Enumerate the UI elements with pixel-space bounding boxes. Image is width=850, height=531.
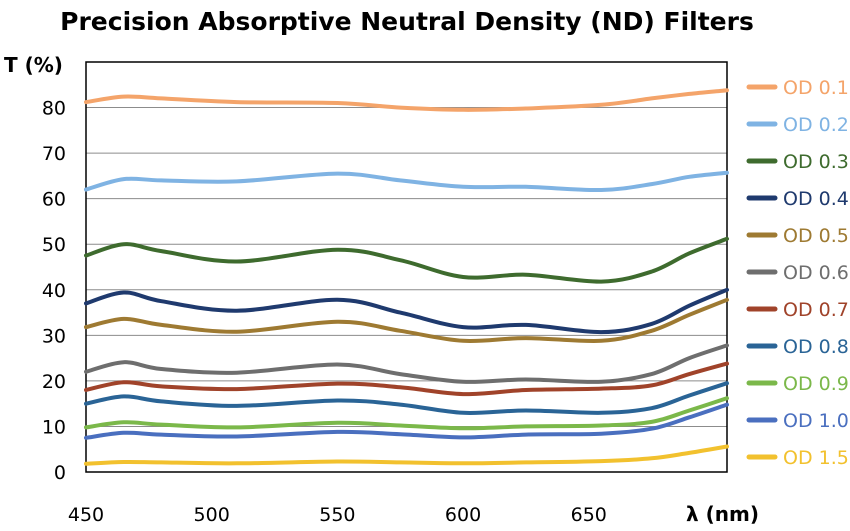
legend: OD 0.1 OD 0.2 OD 0.3 OD 0.4 OD 0.5 OD 0.6 OD 0… [746,77,849,469]
y-tick-label: 60 [42,189,66,211]
y-tick-label: 0 [54,462,66,484]
legend-label-od-0-2: OD 0.2 [783,114,849,136]
y-tick-label: 50 [42,234,66,256]
series-line-od-1-5 [84,444,729,466]
plot-frame [85,61,728,473]
series-line-od-0-5 [84,297,729,344]
x-axis-label: λ (nm) [686,502,759,526]
x-tick-label: 550 [319,504,355,526]
y-tick-label: 10 [42,416,66,438]
y-tick-label: 80 [42,98,66,120]
chart-title: Precision Absorptive Neutral Density (ND… [60,7,754,36]
tick-labels: 0 10 20 30 40 50 60 70 80 450 500 550 600 650 [42,98,607,526]
legend-label-od-0-1: OD 0.1 [783,77,849,99]
legend-label-od-1-0: OD 1.0 [783,410,849,432]
series-line-od-0-4 [84,287,729,335]
y-tick-label: 30 [42,325,66,347]
legend-label-od-0-7: OD 0.7 [783,299,849,321]
series-line-od-0-3 [84,236,729,284]
series-line-od-0-9 [84,396,729,431]
legend-label-od-0-3: OD 0.3 [783,151,849,173]
y-tick-label: 40 [42,280,66,302]
legend-label-od-0-9: OD 0.9 [783,373,849,395]
x-tick-label: 650 [571,504,607,526]
legend-label-od-0-4: OD 0.4 [783,188,849,210]
x-tick-label: 450 [68,504,104,526]
series-line-od-0-7 [84,361,729,397]
legend-label-od-0-5: OD 0.5 [783,225,849,247]
legend-label-od-1-5: OD 1.5 [783,447,849,469]
series-line-od-0-1 [84,88,729,112]
legend-label-od-0-6: OD 0.6 [783,262,849,284]
legend-label-od-0-8: OD 0.8 [783,336,849,358]
gridlines [86,107,727,427]
y-tick-label: 70 [42,143,66,165]
series-line-od-1-0 [84,402,729,440]
series-line-od-0-2 [84,170,729,193]
x-tick-label: 500 [194,504,230,526]
x-tick-label: 600 [445,504,481,526]
y-axis-label: T (%) [4,53,63,77]
series-lines [84,88,729,466]
y-tick-label: 20 [42,371,66,393]
series-line-od-0-6 [84,343,729,384]
series-line-od-0-8 [84,381,729,415]
